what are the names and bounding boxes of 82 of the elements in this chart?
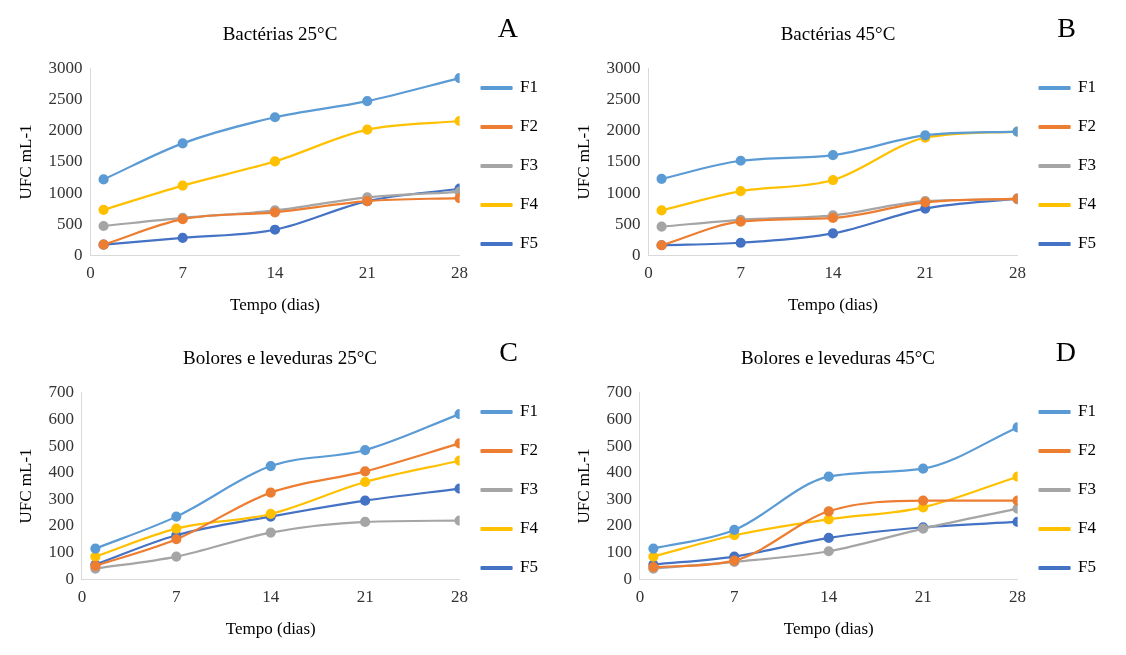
x-tick-label: 28 — [451, 586, 469, 606]
y-tick-label: 3000 — [48, 58, 83, 78]
x-tick-label: 21 — [914, 586, 932, 606]
legend-label: F4 — [520, 518, 539, 538]
legend-label: F2 — [520, 440, 539, 460]
text: B — [1057, 12, 1076, 44]
y-tick-label: 0 — [623, 568, 632, 588]
y-tick-label: 300 — [48, 488, 74, 508]
chart-title: Bolores e leveduras 45°C — [741, 347, 935, 369]
y-tick-label: 100 — [606, 542, 632, 562]
y-axis-title: UFC mL-1 — [15, 448, 35, 524]
text: D — [1055, 336, 1076, 368]
text: A — [497, 12, 519, 44]
y-tick-label: 1000 — [606, 182, 641, 202]
y-tick-label: 2000 — [606, 120, 641, 140]
legend-label: F4 — [1078, 518, 1097, 538]
legend-label: F4 — [1078, 194, 1097, 214]
legend-label: F5 — [520, 557, 539, 577]
y-tick-label: 0 — [65, 568, 74, 588]
y-tick-label: 0 — [73, 244, 83, 264]
x-axis-title: Tempo (dias) — [225, 619, 316, 639]
x-tick-label: 7 — [736, 262, 746, 282]
y-tick-label: 3000 — [606, 58, 641, 78]
y-tick-label: 400 — [606, 462, 632, 482]
chart-title: Bolores e leveduras 25°C — [183, 347, 377, 369]
y-tick-label: 2500 — [48, 89, 83, 109]
text: C — [499, 336, 518, 368]
x-tick-label: 7 — [172, 586, 182, 606]
y-tick-label: 300 — [606, 488, 632, 508]
x-tick-label: 21 — [356, 586, 374, 606]
x-tick-label: 14 — [266, 262, 284, 282]
x-tick-label: 28 — [1009, 586, 1027, 606]
y-tick-label: 200 — [48, 515, 74, 535]
y-axis-title: UFC mL-1 — [573, 124, 593, 200]
x-axis-title: Tempo (dias) — [783, 619, 874, 639]
x-tick-label: 28 — [451, 262, 469, 282]
y-tick-label: 700 — [606, 382, 632, 402]
y-tick-label: 2000 — [48, 120, 83, 140]
y-tick-label: 2500 — [606, 89, 641, 109]
legend-label: F3 — [1078, 479, 1097, 499]
x-tick-label: 21 — [358, 262, 376, 282]
chart-title: Bactérias 25°C — [222, 23, 338, 45]
y-tick-label: 500 — [614, 213, 641, 233]
legend-label: F2 — [520, 116, 539, 136]
y-tick-label: 700 — [48, 382, 74, 402]
legend-label: F1 — [1078, 401, 1097, 421]
legend-label: F2 — [1078, 440, 1097, 460]
y-axis-title: UFC mL-1 — [15, 124, 35, 200]
x-axis-title: Tempo (dias) — [788, 295, 878, 315]
legend-label: F2 — [1078, 116, 1097, 136]
legend-label: F4 — [520, 194, 539, 214]
legend-label: F1 — [520, 77, 539, 97]
legend-label: F5 — [1078, 557, 1097, 577]
x-tick-label: 21 — [916, 262, 934, 282]
legend-label: F1 — [520, 401, 539, 421]
y-tick-label: 400 — [48, 462, 74, 482]
y-tick-label: 100 — [48, 542, 74, 562]
x-tick-label: 7 — [178, 262, 188, 282]
x-axis-title: Tempo (dias) — [230, 295, 320, 315]
legend-label: F1 — [1078, 77, 1097, 97]
y-tick-label: 600 — [606, 408, 632, 428]
x-tick-label: 14 — [820, 586, 838, 606]
y-tick-label: 500 — [606, 435, 632, 455]
y-tick-label: 0 — [631, 244, 641, 264]
x-tick-label: 14 — [824, 262, 842, 282]
y-tick-label: 500 — [56, 213, 83, 233]
y-tick-label: 1000 — [48, 182, 83, 202]
chart-title: Bactérias 45°C — [780, 23, 896, 45]
y-tick-label: 1500 — [48, 151, 83, 171]
y-tick-label: 1500 — [606, 151, 641, 171]
y-axis-title: UFC mL-1 — [573, 448, 593, 524]
y-tick-label: 600 — [48, 408, 74, 428]
x-tick-label: 7 — [730, 586, 740, 606]
y-tick-label: 200 — [606, 515, 632, 535]
y-tick-label: 500 — [48, 435, 74, 455]
x-tick-label: 28 — [1009, 262, 1027, 282]
x-tick-label: 14 — [262, 586, 280, 606]
legend-label: F5 — [1078, 233, 1097, 253]
legend-label: F5 — [520, 233, 539, 253]
legend-label: F3 — [1078, 155, 1097, 175]
legend-label: F3 — [520, 479, 539, 499]
legend-label: F3 — [520, 155, 539, 175]
